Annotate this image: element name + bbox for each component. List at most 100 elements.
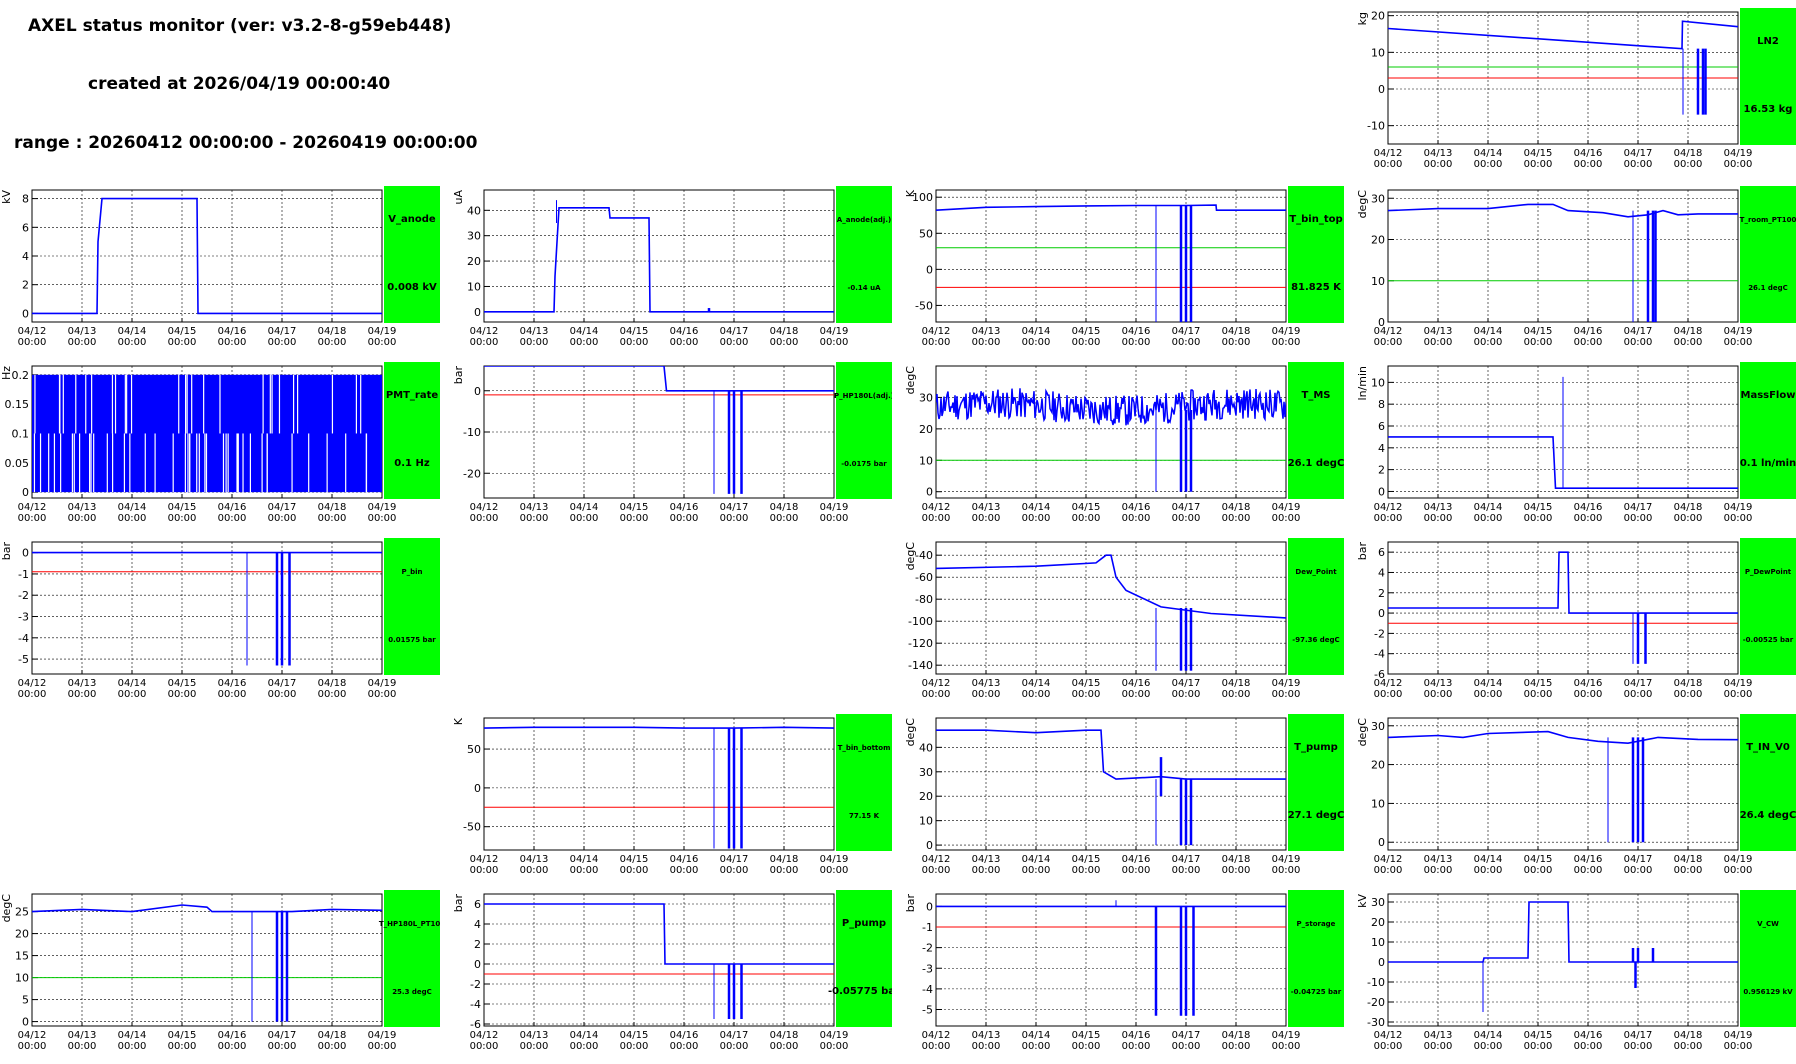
y-tick-label: -5 <box>18 653 29 666</box>
y-tick-label: 10 <box>919 815 933 828</box>
x-tick-label: 04/14 00:00 <box>118 326 147 348</box>
chart-svg: 04/12 00:00 04/13 00:00 04/14 00:00 04/15 00:00… <box>1356 186 1796 348</box>
plot-frame <box>1387 717 1739 851</box>
chart-panel-t-room-pt100: 04/12 00:00 04/13 00:00 04/14 00:00 04/15 00:00… <box>1356 186 1796 360</box>
series-line <box>484 366 834 392</box>
chart-panel-p-bin: 04/12 00:00 04/13 00:00 04/14 00:00 04/15 00:00… <box>0 538 440 712</box>
x-tick-label: 04/15 00:00 <box>620 1030 649 1052</box>
x-tick-label: 04/15 00:00 <box>1524 502 1553 524</box>
chart-panel-massflow: 04/12 00:00 04/13 00:00 04/14 00:00 04/15 00:00… <box>1356 362 1796 536</box>
series-line <box>1388 730 1738 745</box>
plot-frame <box>1387 893 1739 1027</box>
series-line <box>32 197 382 315</box>
x-tick-label: 04/19 00:00 <box>820 854 849 876</box>
value-box-reading: 27.1 degC <box>1288 810 1344 821</box>
x-tick-label: 04/16 00:00 <box>1574 854 1603 876</box>
y-tick-label: -100 <box>908 615 933 628</box>
series-line <box>484 207 834 313</box>
y-tick-label: 30 <box>1371 720 1385 733</box>
value-box-label: P_bin <box>401 568 422 576</box>
y-tick-label: -120 <box>908 637 933 650</box>
value-box-label: PMT_rate <box>386 390 439 401</box>
x-tick-label: 04/15 00:00 <box>168 502 197 524</box>
x-tick-label: 04/16 00:00 <box>218 678 247 700</box>
y-tick-label: 2 <box>22 279 29 292</box>
y-tick-label: 20 <box>467 255 481 268</box>
x-tick-label: 04/13 00:00 <box>1424 148 1453 170</box>
y-tick-label: -2 <box>470 978 481 991</box>
y-tick-label: 6 <box>22 221 29 234</box>
x-tick-label: 04/16 00:00 <box>1122 678 1151 700</box>
x-tick-label: 04/12 00:00 <box>470 502 499 524</box>
y-tick-label: 4 <box>474 918 481 931</box>
y-tick-label: -2 <box>1374 627 1385 640</box>
x-tick-label: 04/14 00:00 <box>570 1030 599 1052</box>
value-box-reading: -0.0175 bar <box>841 460 887 468</box>
y-tick-label: 30 <box>919 766 933 779</box>
series-line <box>1388 551 1738 614</box>
chart-svg: 04/12 00:00 04/13 00:00 04/14 00:00 04/15 00:00… <box>904 362 1344 524</box>
chart-panel-p-dewpoint: 04/12 00:00 04/13 00:00 04/14 00:00 04/15 00:00… <box>1356 538 1796 712</box>
value-box-reading: 0.01575 bar <box>388 636 436 644</box>
y-axis-label: Hz <box>0 366 13 380</box>
x-tick-label: 04/14 00:00 <box>1022 1030 1051 1052</box>
y-tick-label: 4 <box>22 250 29 263</box>
chart-panel-dew-point: 04/12 00:00 04/13 00:00 04/14 00:00 04/15 00:00… <box>904 538 1344 712</box>
x-tick-label: 04/13 00:00 <box>972 502 1001 524</box>
y-tick-label: 0 <box>1378 607 1385 620</box>
value-box-label: T_IN_V0 <box>1746 742 1790 753</box>
chart-svg: 04/12 00:00 04/13 00:00 04/14 00:00 04/15 00:00… <box>452 186 892 348</box>
x-tick-label: 04/18 00:00 <box>1222 678 1251 700</box>
y-axis-label: degC <box>904 542 917 571</box>
series-line <box>32 904 382 913</box>
chart-svg: 04/12 00:00 04/13 00:00 04/14 00:00 04/15 00:00… <box>904 714 1344 876</box>
x-tick-label: 04/16 00:00 <box>670 854 699 876</box>
y-axis-label: bar <box>1356 542 1369 561</box>
x-tick-label: 04/17 00:00 <box>268 502 297 524</box>
x-tick-label: 04/18 00:00 <box>1222 854 1251 876</box>
series-line <box>1388 20 1738 50</box>
plot-frame <box>31 541 383 675</box>
y-tick-label: -4 <box>1374 648 1385 661</box>
value-box-reading: -0.04725 bar <box>1291 988 1342 996</box>
value-box <box>1740 890 1796 1027</box>
x-tick-label: 04/18 00:00 <box>770 326 799 348</box>
chart-panel-p-pump: 04/12 00:00 04/13 00:00 04/14 00:00 04/15 00:00… <box>452 890 892 1064</box>
x-tick-label: 04/13 00:00 <box>972 854 1001 876</box>
y-tick-label: 15 <box>15 950 29 963</box>
y-axis-label: bar <box>452 894 465 913</box>
y-tick-label: 10 <box>15 972 29 985</box>
x-tick-label: 04/15 00:00 <box>1524 326 1553 348</box>
x-tick-label: 04/12 00:00 <box>1374 502 1403 524</box>
value-box-label: P_HP180L(adj.) <box>834 392 892 400</box>
chart-panel-p-storage: 04/12 00:00 04/13 00:00 04/14 00:00 04/15 00:00… <box>904 890 1344 1064</box>
value-box <box>1740 8 1796 145</box>
x-tick-label: 04/18 00:00 <box>770 502 799 524</box>
x-tick-label: 04/14 00:00 <box>1474 148 1503 170</box>
x-tick-label: 04/15 00:00 <box>1072 1030 1101 1052</box>
x-tick-label: 04/17 00:00 <box>1172 678 1201 700</box>
value-box-label: P_storage <box>1297 920 1336 928</box>
y-tick-label: 20 <box>919 790 933 803</box>
y-tick-label: 0 <box>1378 485 1385 498</box>
x-tick-label: 04/12 00:00 <box>922 1030 951 1052</box>
x-tick-label: 04/13 00:00 <box>520 502 549 524</box>
chart-panel-v-cw: 04/12 00:00 04/13 00:00 04/14 00:00 04/15 00:00… <box>1356 890 1796 1064</box>
plot-frame <box>31 893 383 1027</box>
y-tick-label: 0.15 <box>5 398 30 411</box>
x-tick-label: 04/12 00:00 <box>1374 1030 1403 1052</box>
y-axis-label: bar <box>0 542 13 561</box>
x-tick-label: 04/16 00:00 <box>218 326 247 348</box>
x-tick-label: 04/14 00:00 <box>570 502 599 524</box>
y-tick-label: 0 <box>474 385 481 398</box>
x-tick-label: 04/16 00:00 <box>1574 678 1603 700</box>
x-tick-label: 04/18 00:00 <box>1674 678 1703 700</box>
chart-panel-t-ms: 04/12 00:00 04/13 00:00 04/14 00:00 04/15 00:00… <box>904 362 1344 536</box>
y-tick-label: -6 <box>1374 668 1385 681</box>
x-tick-label: 04/16 00:00 <box>1574 326 1603 348</box>
y-tick-label: -50 <box>915 299 933 312</box>
x-tick-label: 04/14 00:00 <box>1022 854 1051 876</box>
x-tick-label: 04/14 00:00 <box>1474 678 1503 700</box>
x-tick-label: 04/19 00:00 <box>1724 1030 1753 1052</box>
y-tick-label: 0 <box>22 486 29 499</box>
